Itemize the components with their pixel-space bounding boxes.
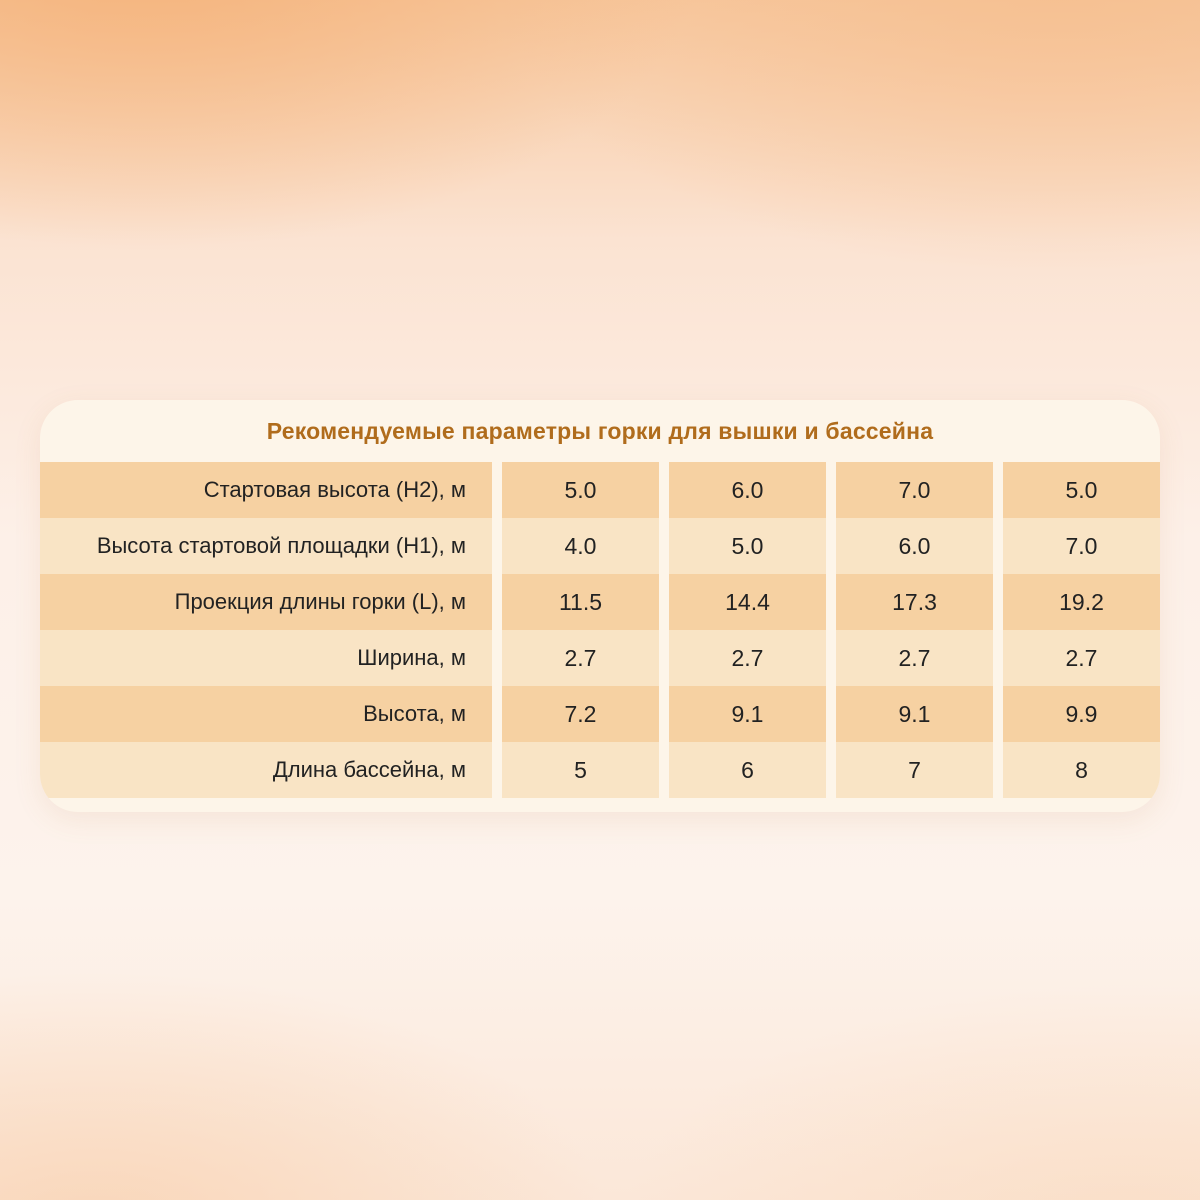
table-cell: 9.1: [836, 686, 993, 742]
row-label: Высота стартовой площадки (H1), м: [40, 518, 492, 574]
table-cell: 6: [669, 742, 826, 798]
table-cell: 5.0: [1003, 462, 1160, 518]
parameters-card: Рекомендуемые параметры горки для вышки …: [40, 400, 1160, 812]
table-cell: 14.4: [669, 574, 826, 630]
table-cell: 5.0: [502, 462, 659, 518]
table-cell: 2.7: [836, 630, 993, 686]
table-cell: 2.7: [669, 630, 826, 686]
table-cell: 7.0: [1003, 518, 1160, 574]
row-label: Ширина, м: [40, 630, 492, 686]
table-cell: 2.7: [502, 630, 659, 686]
table-cell: 5: [502, 742, 659, 798]
table-cell: 8: [1003, 742, 1160, 798]
table-cell: 6.0: [836, 518, 993, 574]
row-label: Стартовая высота (H2), м: [40, 462, 492, 518]
table-cell: 5.0: [669, 518, 826, 574]
table-cell: 9.9: [1003, 686, 1160, 742]
table-cell: 2.7: [1003, 630, 1160, 686]
card-title: Рекомендуемые параметры горки для вышки …: [266, 417, 934, 444]
row-label: Проекция длины горки (L), м: [40, 574, 492, 630]
table-cell: 7: [836, 742, 993, 798]
table-cell: 7.2: [502, 686, 659, 742]
table-cell: 17.3: [836, 574, 993, 630]
parameters-table: Стартовая высота (H2), м 5.0 6.0 7.0 5.0 Высо…: [40, 462, 1160, 798]
row-label: Длина бассейна, м: [40, 742, 492, 798]
table-cell: 9.1: [669, 686, 826, 742]
table-cell: 4.0: [502, 518, 659, 574]
table-cell: 6.0: [669, 462, 826, 518]
table-cell: 7.0: [836, 462, 993, 518]
row-label: Высота, м: [40, 686, 492, 742]
table-cell: 11.5: [502, 574, 659, 630]
table-cell: 19.2: [1003, 574, 1160, 630]
